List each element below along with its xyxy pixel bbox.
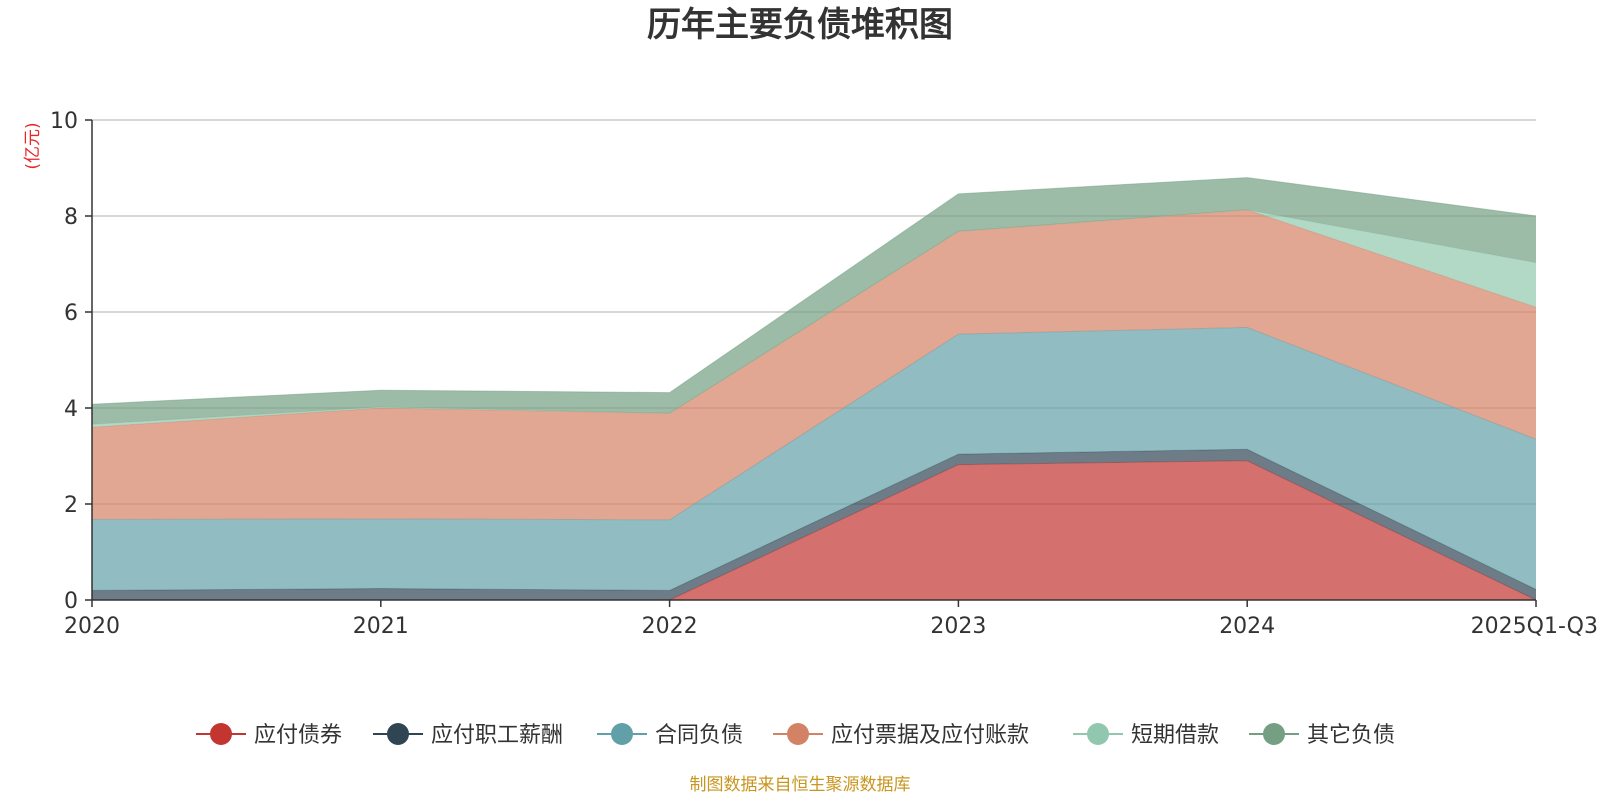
area-5 bbox=[92, 177, 1536, 425]
x-tick-label: 2021 bbox=[353, 614, 409, 639]
legend-item-1[interactable]: 应付职工薪酬 bbox=[373, 723, 563, 748]
area-edge-5 bbox=[91, 177, 1537, 405]
area-3 bbox=[92, 209, 1536, 520]
legend-label: 合同负债 bbox=[655, 723, 743, 748]
legend-label: 短期借款 bbox=[1131, 723, 1219, 748]
legend-marker-icon bbox=[611, 723, 633, 745]
x-tick-label: 2023 bbox=[930, 614, 986, 639]
legend-marker-icon bbox=[1263, 723, 1285, 745]
area-series bbox=[91, 177, 1537, 601]
legend-marker-icon bbox=[787, 723, 809, 745]
legend-marker-icon bbox=[387, 723, 409, 745]
y-tick-label: 6 bbox=[64, 301, 78, 326]
data-source-footer: 制图数据来自恒生聚源数据库 bbox=[690, 775, 911, 795]
y-tick-label: 0 bbox=[64, 589, 78, 614]
x-tick-label: 2022 bbox=[642, 614, 698, 639]
legend-label: 应付职工薪酬 bbox=[431, 723, 563, 748]
y-axis-unit-label: (亿元) bbox=[23, 122, 43, 169]
x-tick-label: 2025Q1-Q3 bbox=[1471, 614, 1598, 639]
legend-item-5[interactable]: 其它负债 bbox=[1249, 723, 1395, 748]
y-tick-label: 2 bbox=[64, 493, 78, 518]
legend-label: 应付债券 bbox=[254, 723, 342, 748]
area-2 bbox=[92, 327, 1536, 591]
x-tick-label: 2020 bbox=[64, 614, 120, 639]
area-0 bbox=[92, 460, 1536, 600]
legend-item-0[interactable]: 应付债券 bbox=[196, 723, 342, 748]
y-tick-label: 8 bbox=[64, 205, 78, 230]
legend: 应付债券 应付职工薪酬 合同负债 应付票据及应付账款 短期借款 其它负债 bbox=[196, 723, 1395, 748]
chart-title: 历年主要负债堆积图 bbox=[647, 5, 953, 45]
x-tick-label: 2024 bbox=[1219, 614, 1275, 639]
legend-item-3[interactable]: 应付票据及应付账款 bbox=[773, 723, 1029, 748]
legend-label: 其它负债 bbox=[1307, 723, 1395, 748]
legend-label: 应付票据及应付账款 bbox=[831, 723, 1029, 748]
legend-marker-icon bbox=[210, 723, 232, 745]
area-1 bbox=[92, 449, 1536, 600]
axes: 0 2 4 6 8 10 2020 2021 2022 2023 2024 2025Q1-Q3 bbox=[50, 109, 1598, 639]
y-tick-label: 4 bbox=[64, 397, 78, 422]
legend-item-4[interactable]: 短期借款 bbox=[1073, 723, 1219, 748]
legend-item-2[interactable]: 合同负债 bbox=[597, 723, 743, 748]
legend-marker-icon bbox=[1087, 723, 1109, 745]
y-tick-label: 10 bbox=[50, 109, 78, 134]
